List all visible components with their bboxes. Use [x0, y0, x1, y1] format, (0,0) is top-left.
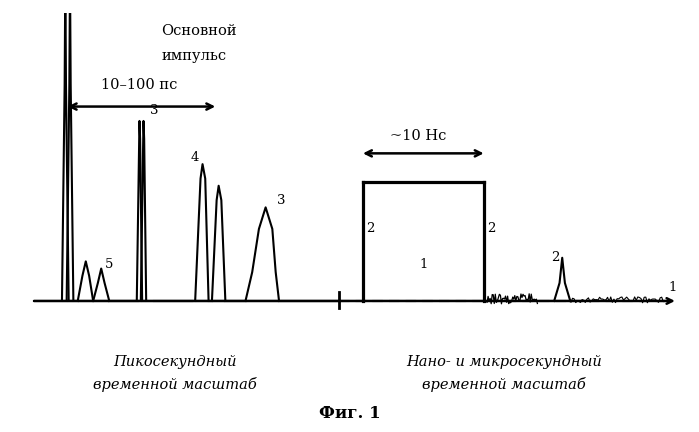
Text: временной масштаб: временной масштаб — [422, 377, 586, 391]
Text: 4: 4 — [190, 151, 199, 164]
Text: 10–100 пс: 10–100 пс — [101, 78, 178, 92]
Text: 3: 3 — [150, 105, 158, 118]
Text: 2: 2 — [551, 251, 559, 264]
Text: временной масштаб: временной масштаб — [93, 377, 257, 391]
Text: Нано- и микросекундный: Нано- и микросекундный — [406, 355, 602, 369]
Text: Пикосекундный: Пикосекундный — [113, 355, 237, 369]
Text: 1: 1 — [668, 281, 677, 294]
Text: 2: 2 — [487, 222, 496, 235]
Text: Основной: Основной — [161, 24, 237, 38]
Text: ~10 Нс: ~10 Нс — [390, 129, 446, 143]
Text: 1: 1 — [419, 258, 428, 271]
Text: импульс: импульс — [161, 49, 226, 63]
Text: 3: 3 — [277, 194, 285, 207]
Text: 2: 2 — [366, 222, 375, 235]
Text: Фиг. 1: Фиг. 1 — [319, 405, 380, 422]
Text: 5: 5 — [105, 258, 113, 271]
